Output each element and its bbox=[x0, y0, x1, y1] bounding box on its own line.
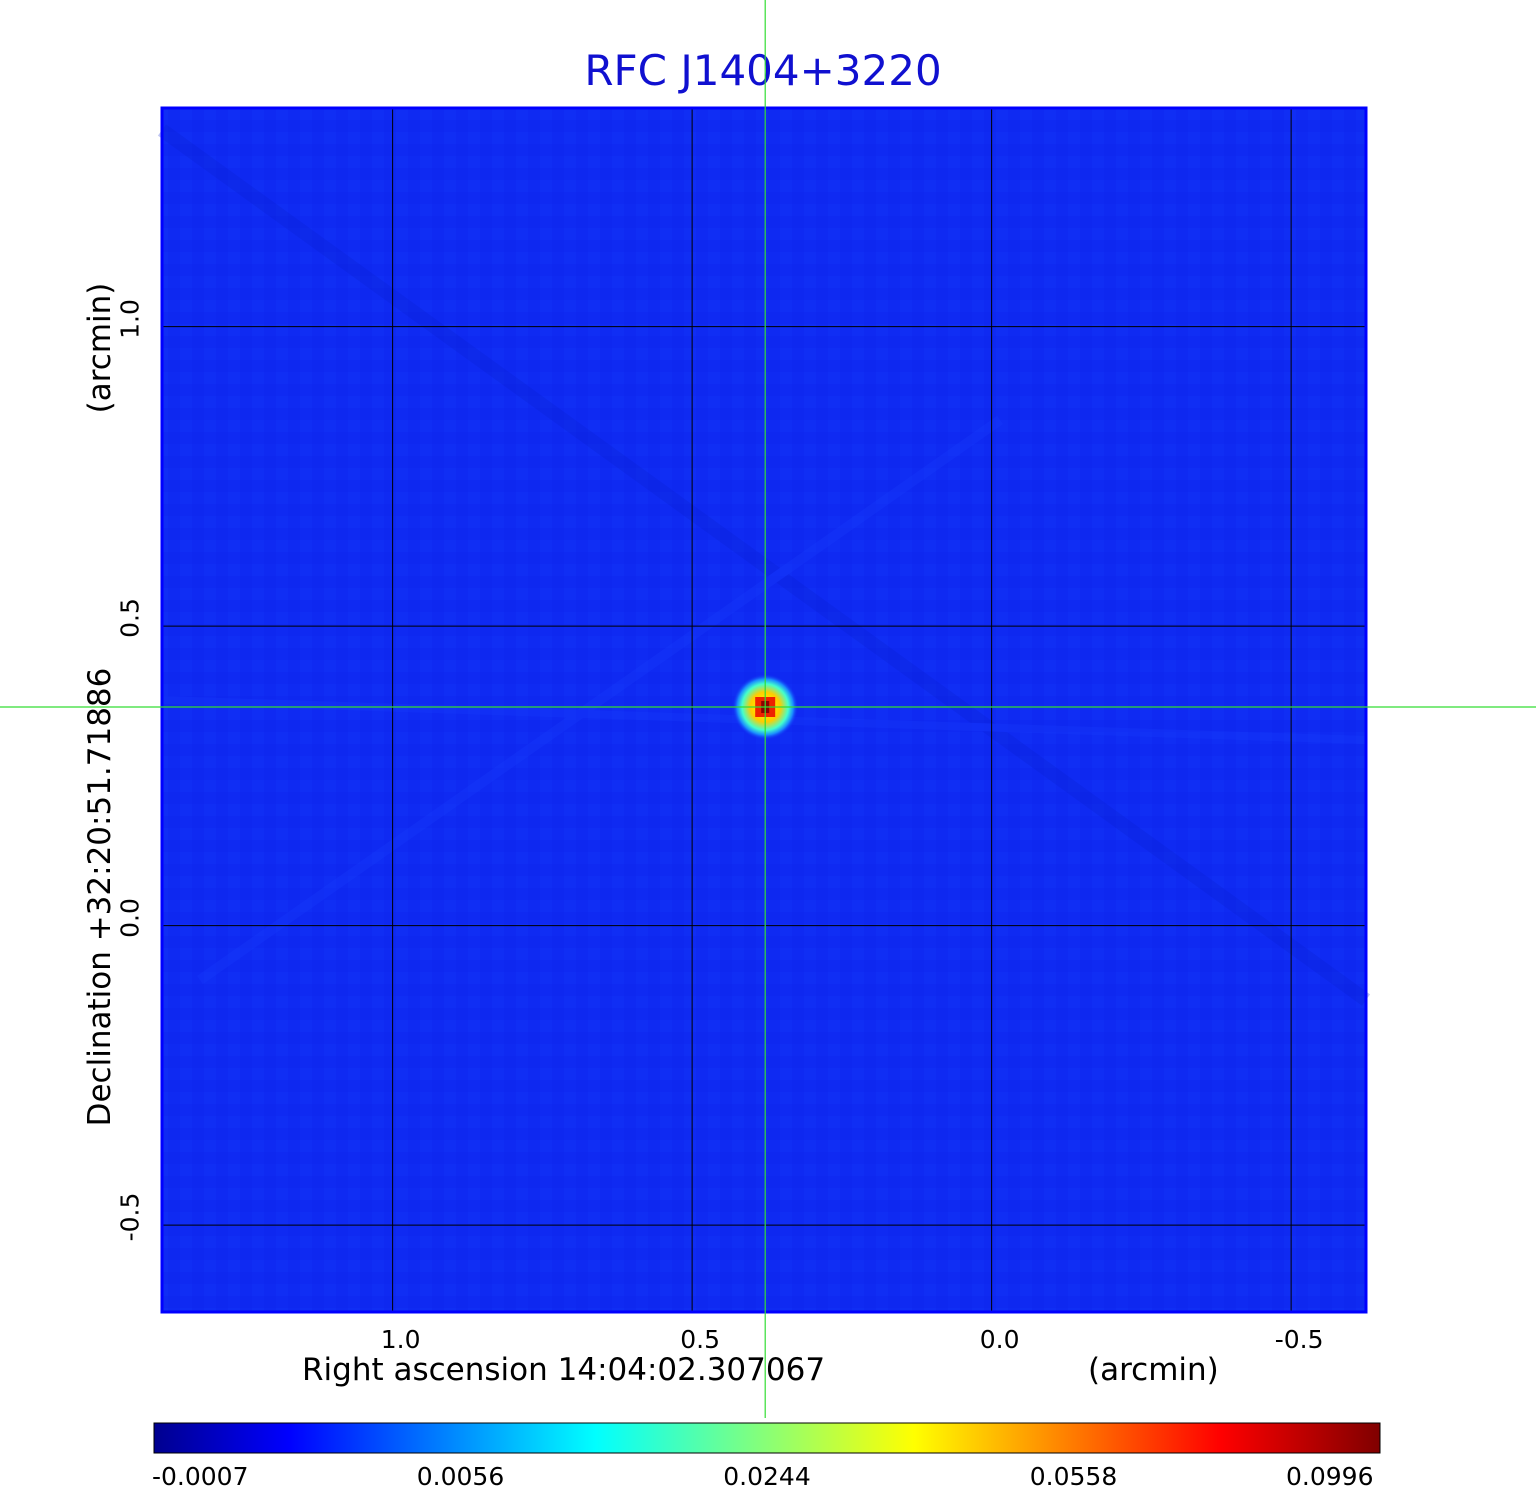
colorbar bbox=[153, 1422, 1381, 1454]
chart-title: RFC J1404+3220 bbox=[584, 46, 942, 95]
y-tick-label: 0.5 bbox=[115, 598, 145, 639]
x-axis-label: Right ascension 14:04:02.307067 bbox=[302, 1352, 826, 1388]
x-tick-label: -0.5 bbox=[1274, 1325, 1324, 1354]
x-axis-unit: (arcmin) bbox=[1088, 1352, 1219, 1388]
x-tick-label: 1.0 bbox=[380, 1325, 421, 1354]
y-axis-label: Declination +32:20:51.71886 bbox=[82, 667, 118, 1127]
colorbar-tick-label: 0.0244 bbox=[723, 1462, 811, 1491]
y-axis-unit: (arcmin) bbox=[82, 282, 118, 414]
x-tick-label: 0.0 bbox=[979, 1325, 1020, 1354]
x-tick-label: 0.5 bbox=[680, 1325, 720, 1354]
colorbar-tick-label: 0.0056 bbox=[416, 1462, 505, 1491]
y-tick-label: 0.0 bbox=[115, 897, 145, 938]
y-tick-label: 1.0 bbox=[115, 298, 145, 339]
colorbar-tick-label: 0.0996 bbox=[1286, 1462, 1374, 1491]
colorbar-tick-label: 0.0558 bbox=[1029, 1462, 1118, 1491]
grid-lines bbox=[162, 108, 1366, 1312]
colorbar-tick-label: -0.0007 bbox=[152, 1462, 249, 1491]
plot-frame bbox=[160, 106, 1368, 1314]
crosshair bbox=[0, 0, 1536, 1418]
y-tick-label: -0.5 bbox=[115, 1192, 145, 1242]
